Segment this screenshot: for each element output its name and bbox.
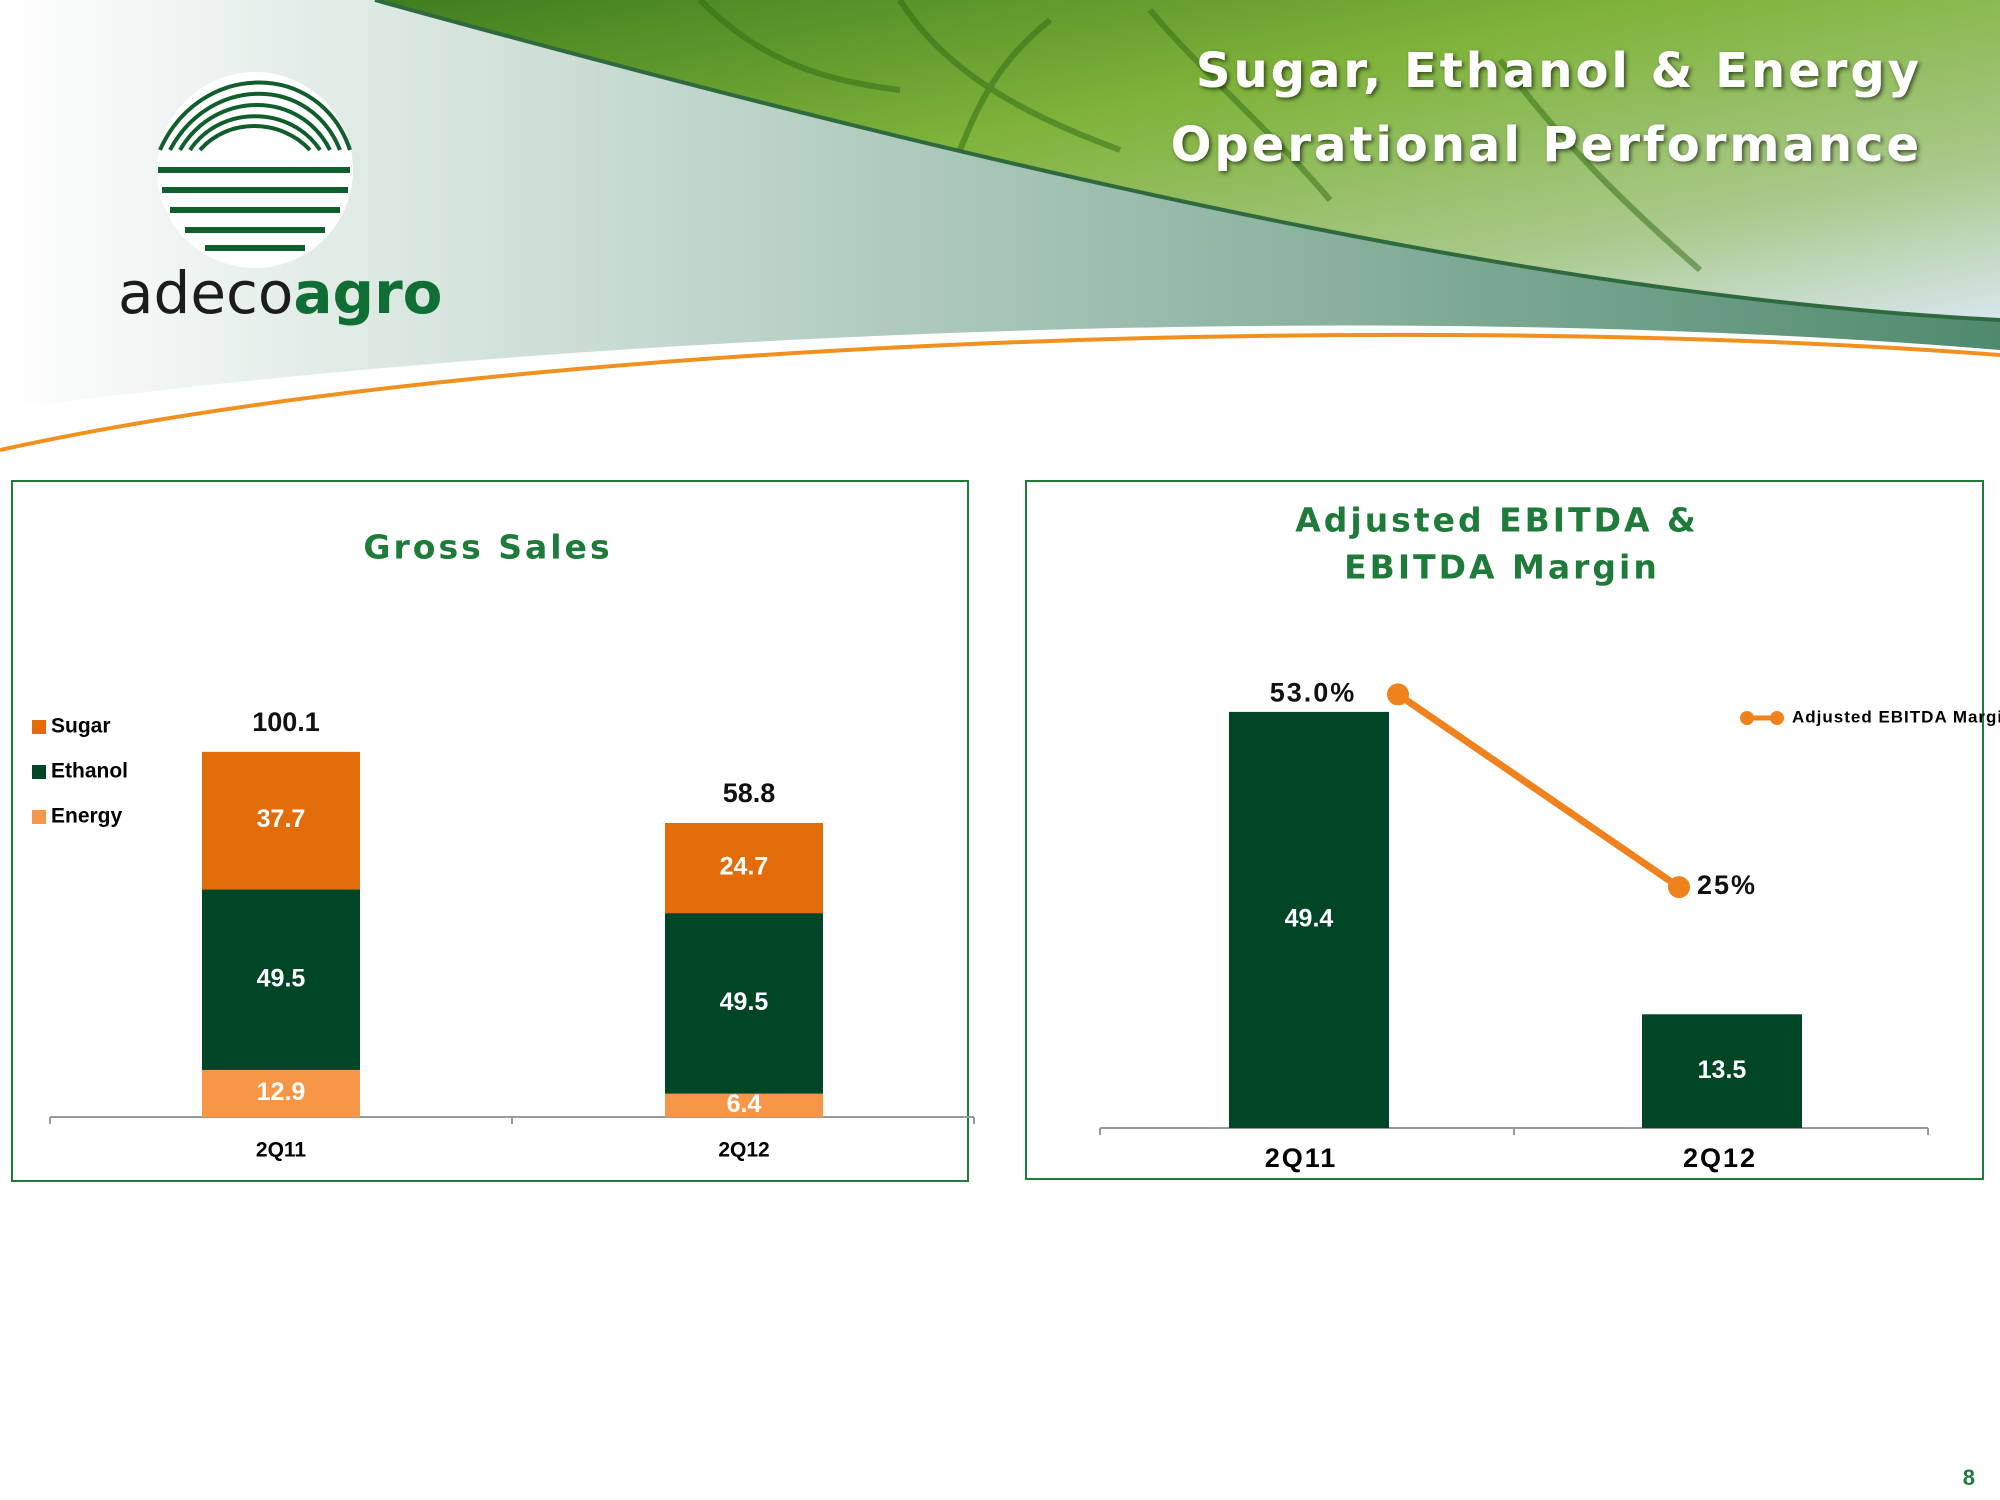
data-label: 13.5 xyxy=(1698,1056,1747,1084)
bar xyxy=(1642,1014,1802,1128)
bar-segment xyxy=(665,823,823,914)
chart-title: EBITDA Margin xyxy=(1344,548,1660,587)
logo-mark xyxy=(157,72,353,268)
page-number: 8 xyxy=(1963,1465,1975,1490)
bar-segment xyxy=(202,751,360,890)
logo-part: adeco xyxy=(118,259,293,327)
bar xyxy=(1229,711,1389,1128)
legend-swatch xyxy=(32,765,46,779)
legend-label: Sugar xyxy=(51,715,111,738)
x-tick-label: 2Q11 xyxy=(256,1139,307,1162)
legend-swatch xyxy=(32,720,46,734)
logo-part: agro xyxy=(293,259,442,327)
line-point xyxy=(1668,876,1690,899)
data-label: 24.7 xyxy=(720,853,769,881)
slide-title: Sugar, Ethanol & Energy xyxy=(1196,43,1922,99)
total-label: 58.8 xyxy=(723,778,776,808)
legend-marker xyxy=(1770,711,1784,725)
bar-segment xyxy=(665,1093,823,1117)
header-orange-line xyxy=(0,332,2000,452)
line-point xyxy=(1387,683,1409,706)
data-label: 49.5 xyxy=(257,964,306,992)
legend-label: Adjusted EBITDA Margin xyxy=(1792,707,2000,726)
data-label: 37.7 xyxy=(257,805,306,833)
data-label: 12.9 xyxy=(257,1078,306,1106)
header-edge xyxy=(374,0,2000,322)
total-label: 100.1 xyxy=(252,707,320,737)
slide-title: Operational Performance xyxy=(1171,117,1922,173)
bar-segment xyxy=(665,913,823,1094)
chart-title: Adjusted EBITDA & xyxy=(1295,501,1699,540)
panel xyxy=(1025,480,1984,1180)
x-tick-label: 2Q11 xyxy=(1265,1143,1338,1173)
legend-label: Energy xyxy=(51,805,123,828)
data-label: 53.0% xyxy=(1270,678,1357,708)
logo-text: adecoagro xyxy=(118,259,443,327)
x-tick-label: 2Q12 xyxy=(1683,1143,1757,1173)
legend-swatch xyxy=(32,810,46,824)
legend-marker xyxy=(1740,711,1754,725)
line xyxy=(1396,691,1681,891)
data-label: 6.4 xyxy=(727,1090,762,1118)
panel xyxy=(11,480,969,1182)
legend-label: Ethanol xyxy=(51,760,128,783)
photo-leaves xyxy=(697,0,1702,273)
data-label: 49.4 xyxy=(1285,905,1334,933)
data-label: 49.5 xyxy=(720,988,769,1016)
data-label: 25% xyxy=(1697,870,1757,900)
bar-segment xyxy=(202,889,360,1070)
chart-title: Gross Sales xyxy=(363,528,612,567)
header-photo xyxy=(375,0,2000,320)
bar-segment xyxy=(202,1069,360,1117)
x-tick-label: 2Q12 xyxy=(718,1139,769,1162)
